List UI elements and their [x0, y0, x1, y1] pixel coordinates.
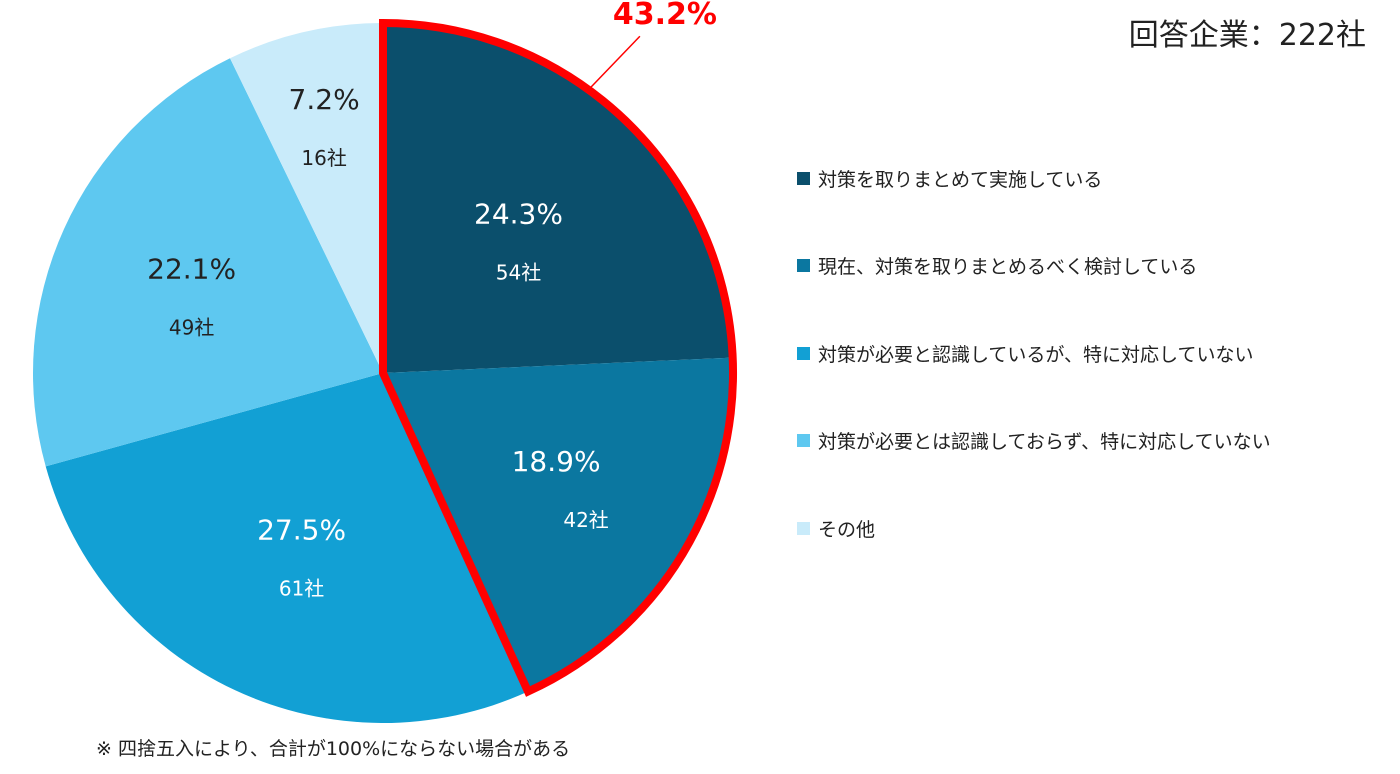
slice-percent-label-1: 24.3%: [474, 197, 563, 230]
legend-label-3: 対策が必要と認識しているが、特に対応していない: [818, 343, 1254, 366]
respondents-count: 回答企業：222社: [1128, 18, 1366, 53]
legend-label-1: 対策を取りまとめて実施している: [818, 168, 1103, 191]
pie-slice-1: [383, 23, 733, 373]
slice-count-label-2: 42社: [563, 508, 608, 532]
slice-count-label-5: 16社: [301, 146, 346, 170]
legend-item-3: 対策が必要と認識しているが、特に対応していない: [797, 338, 1377, 368]
slice-percent-label-4: 22.1%: [147, 253, 236, 286]
legend-swatch-2: [797, 259, 810, 272]
highlight-total-label: 43.2%: [613, 0, 717, 32]
slice-count-label-1: 54社: [496, 260, 541, 284]
legend-swatch-5: [797, 521, 810, 535]
legend-swatch-4: [797, 434, 810, 447]
legend-label-5: その他: [818, 518, 876, 541]
legend-swatch-1: [797, 171, 810, 185]
slice-count-label-4: 49社: [169, 316, 214, 340]
pie-slice-4: [32, 58, 383, 467]
legend-label-4: 対策が必要とは認識しておらず、特に対応していない: [818, 431, 1271, 453]
legend-item-2: 現在、対策を取りまとめるべく検討している: [797, 251, 1377, 281]
legend-swatch-3: [797, 346, 810, 360]
slice-percent-label-5: 7.2%: [289, 83, 360, 116]
pie-slice-2: [383, 357, 733, 692]
legend-item-1: 対策を取りまとめて実施している: [797, 163, 1377, 193]
pie-slice-5: [230, 23, 383, 373]
slice-count-label-3: 61社: [279, 576, 324, 600]
slice-percent-label-2: 18.9%: [512, 445, 601, 478]
footnote: ※ 四捨五入により、合計が100%にならない場合がある: [96, 738, 571, 760]
slice-percent-label-3: 27.5%: [257, 513, 346, 546]
chart-legend: 対策を取りまとめて実施している現在、対策を取りまとめるべく検討している対策が必要…: [797, 163, 1377, 601]
legend-label-2: 現在、対策を取りまとめるべく検討している: [818, 256, 1198, 278]
highlight-leader-line: [589, 35, 641, 89]
highlight-outline: [379, 18, 737, 697]
legend-item-5: その他: [797, 513, 1377, 543]
legend-item-4: 対策が必要とは認識しておらず、特に対応していない: [797, 426, 1377, 456]
pie-slice-3: [45, 373, 529, 724]
